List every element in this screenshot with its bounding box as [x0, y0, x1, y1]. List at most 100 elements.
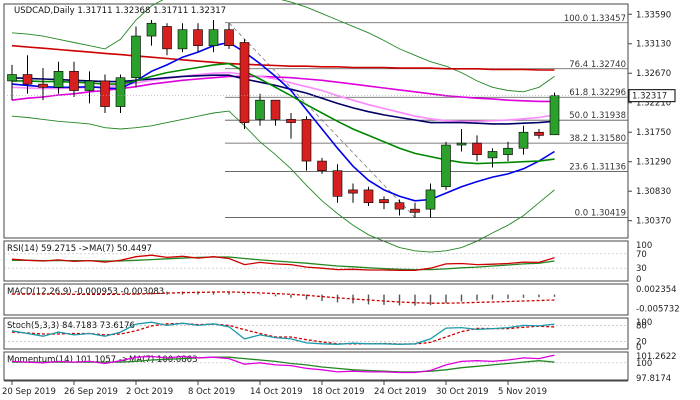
last-price-box: [628, 89, 676, 103]
x-tick-label: 30 Oct 2019: [436, 387, 489, 397]
candle: [100, 74, 110, 113]
moving-average-line-1: [11, 44, 555, 71]
x-tick-label: 24 Oct 2019: [374, 387, 427, 397]
price-panel: 1.33590 1.33130 1.32670 1.32210 1.31750 1.312…: [3, 0, 676, 253]
macd-panel-frame: [3, 283, 629, 316]
bullish-candle-body: [487, 151, 498, 159]
fib-level-label: 61.8 1.32296: [569, 88, 626, 98]
stoch-tick-label: 20: [636, 338, 647, 348]
candle: [410, 202, 420, 218]
rsi-tick-label: 70: [636, 250, 647, 260]
x-tick-label: 26 Sep 2019: [64, 387, 118, 397]
candle: [38, 68, 48, 101]
rsi-tick-label: 100: [636, 241, 652, 251]
bearish-candle-body: [100, 80, 110, 107]
price-panel-frame: [3, 3, 629, 239]
candle: [193, 23, 203, 53]
fib-level-label: 0.0 1.30419: [575, 209, 626, 219]
x-tick-label: 20 Sep 2019: [2, 387, 56, 397]
bearish-candle-body: [301, 119, 312, 162]
bearish-candle-body: [162, 26, 172, 50]
stoch-tick-label: 80: [636, 321, 647, 331]
candle: [456, 129, 467, 152]
candle: [224, 23, 234, 49]
candle: [394, 199, 405, 216]
candle: [131, 26, 141, 88]
candle: [425, 183, 436, 218]
fib-level-label: 23.6 1.31136: [569, 163, 626, 173]
bearish-candle-body: [22, 74, 33, 85]
x-tick-label: 2 Oct 2019: [126, 387, 173, 397]
rsi-tick-label: 0: [636, 275, 641, 285]
fib-level-label: 50.0 1.31938: [569, 111, 626, 121]
candle: [69, 61, 79, 97]
y-tick-label: 1.30830: [636, 187, 671, 197]
candle: [549, 92, 560, 136]
macd-panel: MACD(12,26,9) -0.000953 -0.003083 0.00235…: [3, 283, 680, 316]
momentum-panel-title: Momentum(14) 101.1057 ->MA(7) 100.0863: [7, 355, 197, 365]
bearish-candle-body: [472, 142, 482, 155]
stoch-d-line: [11, 322, 555, 345]
y-tick-label: 1.32670: [636, 69, 671, 79]
rsi-line: [11, 254, 555, 272]
candle: [115, 74, 126, 113]
candle: [487, 148, 498, 168]
candle: [162, 23, 172, 56]
momentum-ma-line: [12, 356, 555, 373]
candle: [286, 112, 296, 139]
bullish-candle-body: [456, 142, 467, 146]
bearish-candle-body: [286, 119, 296, 123]
bullish-candle-body: [177, 29, 188, 50]
candle: [301, 116, 312, 171]
bullish-candle-body: [208, 29, 219, 46]
candle: [503, 141, 513, 162]
y-tick-label: 1.30370: [636, 217, 671, 227]
fib-level-label: 38.2 1.31580: [569, 134, 626, 144]
candle: [53, 61, 64, 94]
last-price-label: 1.32317: [632, 92, 667, 102]
bullish-candle-body: [84, 80, 95, 91]
bullish-candle-body: [441, 144, 451, 188]
candle: [146, 20, 157, 46]
candle: [518, 125, 529, 155]
indicator-panels: RSI(14) 59.2715 ->MA(7) 50.4497 10070300M…: [3, 240, 680, 384]
candle: [379, 196, 389, 210]
candle: [208, 20, 219, 53]
candle: [84, 71, 95, 104]
bullish-candle-body: [146, 22, 157, 37]
bearish-candle-body: [270, 99, 281, 120]
candle: [177, 23, 188, 53]
bearish-candle-body: [332, 170, 343, 197]
y-tick-label: 1.33590: [636, 10, 671, 20]
x-axis: 20 Sep 2019 26 Sep 2019 2 Oct 2019 8 Oct 20…: [2, 380, 628, 397]
bullish-candle-body: [131, 35, 141, 79]
bollinger-lower-line: [11, 110, 555, 253]
momentum-panel-frame: [3, 351, 629, 381]
bearish-candle-body: [410, 208, 420, 213]
macd-panel-title: MACD(12,26,9) -0.000953 -0.003083: [7, 287, 164, 297]
candle: [239, 39, 250, 130]
x-tick-label: 14 Oct 2019: [250, 387, 303, 397]
x-tick-label: 18 Oct 2019: [312, 387, 365, 397]
rsi-tick-label: 30: [636, 264, 647, 274]
candle: [22, 55, 33, 94]
candle: [270, 99, 281, 126]
bearish-candle-body: [363, 189, 374, 204]
bearish-candle-body: [379, 199, 389, 204]
fib-level-label: 76.4 1.32740: [569, 60, 626, 70]
rsi-ma-line: [12, 256, 555, 271]
bearish-candle-body: [348, 189, 358, 194]
candle: [363, 186, 374, 206]
bearish-candle-body: [193, 29, 203, 46]
chart-title: USDCAD,Daily 1.31711 1.32368 1.31711 1.3…: [14, 6, 226, 16]
y-tick-label: 1.32210: [636, 99, 671, 109]
bullish-candle-body: [503, 147, 513, 155]
momentum-tick-label: 101.2622: [636, 352, 677, 362]
fib-trend-line: [228, 22, 416, 218]
bullish-candle-body: [115, 77, 126, 107]
candle: [472, 135, 482, 162]
bearish-candle-body: [317, 160, 327, 171]
y-tick-label: 1.33130: [636, 40, 671, 50]
